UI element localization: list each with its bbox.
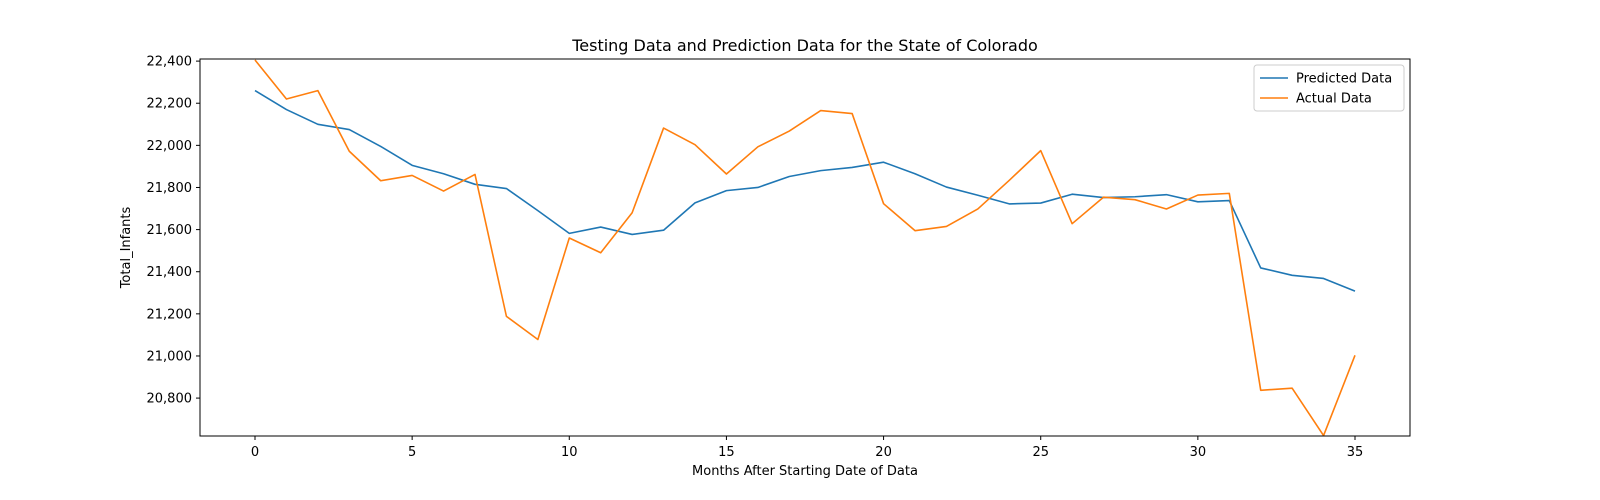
y-axis: 20,800 21,000 21,200 21,400 21,600 21,800 22,0… [147,55,200,407]
y-tick-label: 20,800 [147,392,193,407]
y-tick-label: 22,400 [147,55,193,70]
x-tick-label: 20 [875,445,892,460]
y-tick-label: 21,200 [147,307,193,322]
x-tick-label: 25 [1032,445,1049,460]
y-tick-label: 21,800 [147,181,193,196]
y-tick-label: 22,000 [147,139,193,154]
y-tick-label: 21,400 [147,265,193,280]
x-tick-label: 30 [1190,445,1207,460]
legend-box [1253,64,1405,112]
x-tick-label: 10 [561,445,578,460]
y-axis-label: Total_Infants [119,206,134,289]
series-line-predicted-data [254,89,1356,292]
plot-frame [199,58,1411,437]
series-line-actual-data [254,59,1356,436]
x-tick-label: 15 [718,445,735,460]
y-tick-label: 22,200 [147,97,193,112]
chart-title: Testing Data and Prediction Data for the… [571,36,1038,55]
x-tick-label: 5 [408,445,416,460]
x-axis: 0 5 10 15 20 25 30 35 [251,436,1363,460]
x-tick-label: 0 [251,445,259,460]
legend-label: Predicted Data [1296,72,1392,87]
x-axis-label: Months After Starting Date of Data [692,464,918,479]
legend: Predicted Data Actual Data [1253,64,1405,112]
y-tick-label: 21,000 [147,349,193,364]
series-layer [254,59,1356,436]
legend-label: Actual Data [1296,92,1372,107]
x-tick-label: 35 [1347,445,1364,460]
y-tick-label: 21,600 [147,223,193,238]
